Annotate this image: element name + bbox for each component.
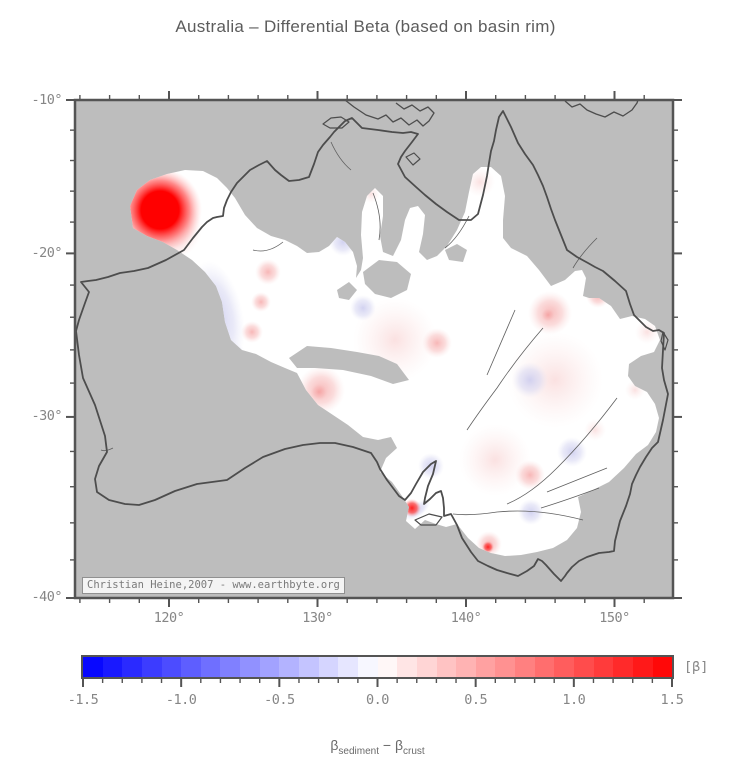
lon-tick-label: 120°: [153, 610, 185, 626]
colorbar-segment: [161, 657, 182, 677]
colorbar-segment: [554, 657, 575, 677]
map-canvas: [66, 91, 682, 607]
colorbar-segment: [240, 657, 260, 677]
colorbar-segment: [632, 657, 653, 677]
lon-tick-label: 130°: [302, 610, 333, 626]
rivers: [100, 141, 618, 521]
colorbar-segment: [220, 657, 241, 677]
colorbar-tick-label: 0.0: [366, 692, 389, 708]
colorbar-unit-label: [β]: [684, 659, 709, 675]
map-australia: [66, 91, 682, 607]
new-guinea-coastline: [344, 100, 639, 127]
colorbar-segment: [102, 657, 123, 677]
colorbar-segment: [181, 657, 201, 677]
colorbar-segment: [534, 657, 555, 677]
figure-title: Australia – Differential Beta (based on …: [175, 17, 556, 36]
colorbar-segment: [652, 657, 673, 677]
colorbar-tick-label: -1.5: [67, 692, 99, 708]
colorbar-tick-label: 1.5: [660, 692, 684, 708]
colorbar-segment: [200, 657, 221, 677]
colorbar-segment: [495, 657, 516, 677]
colorbar-segment: [122, 657, 142, 677]
colorbar-tick-label: 1.0: [562, 692, 586, 708]
colorbar-segment: [141, 657, 162, 677]
colorbar-segment: [593, 657, 614, 677]
no-data-inliers: [289, 244, 467, 384]
colorbar-segment: [515, 657, 535, 677]
colorbar-tick-label: -1.0: [165, 692, 197, 708]
colorbar-segment: [475, 657, 496, 677]
colorbar-segment: [574, 657, 594, 677]
attribution-box: Christian Heine,2007 - www.earthbyte.org: [82, 577, 345, 595]
lon-tick-label: 150°: [599, 610, 630, 626]
caption-beta-sediment: βsediment: [330, 737, 379, 757]
lat-tick-label: -20°: [31, 244, 62, 261]
colorbar-segment: [416, 657, 437, 677]
colorbar-segment: [279, 657, 300, 677]
islands: [322, 116, 669, 526]
colorbar-segment: [259, 657, 280, 677]
colorbar-segment: [318, 657, 339, 677]
colorbar-segment: [299, 657, 319, 677]
colorbar-ticks: [82, 678, 673, 687]
colorbar-caption: βsediment − βcrust: [330, 737, 425, 757]
colorbar: [81, 655, 674, 679]
map-frame: [73, 98, 675, 600]
colorbar-segment: [436, 657, 457, 677]
lon-tick-label: 140°: [450, 610, 482, 626]
colorbar-segment: [613, 657, 633, 677]
colorbar-segment: [397, 657, 417, 677]
colorbar-tick-label: 0.5: [464, 692, 488, 708]
colorbar-segment: [357, 657, 378, 677]
colorbar-segment: [456, 657, 476, 677]
colorbar-segment: [83, 657, 103, 677]
australia-coastline: [75, 110, 669, 582]
lat-tick-label: -10°: [31, 91, 62, 108]
lat-tick-label: -30°: [31, 408, 62, 425]
colorbar-segment: [338, 657, 358, 677]
lat-tick-label: -40°: [31, 589, 62, 606]
caption-beta-crust: βcrust: [394, 737, 425, 757]
colorbar-segment: [377, 657, 398, 677]
colorbar-tick-label: -0.5: [264, 692, 295, 708]
